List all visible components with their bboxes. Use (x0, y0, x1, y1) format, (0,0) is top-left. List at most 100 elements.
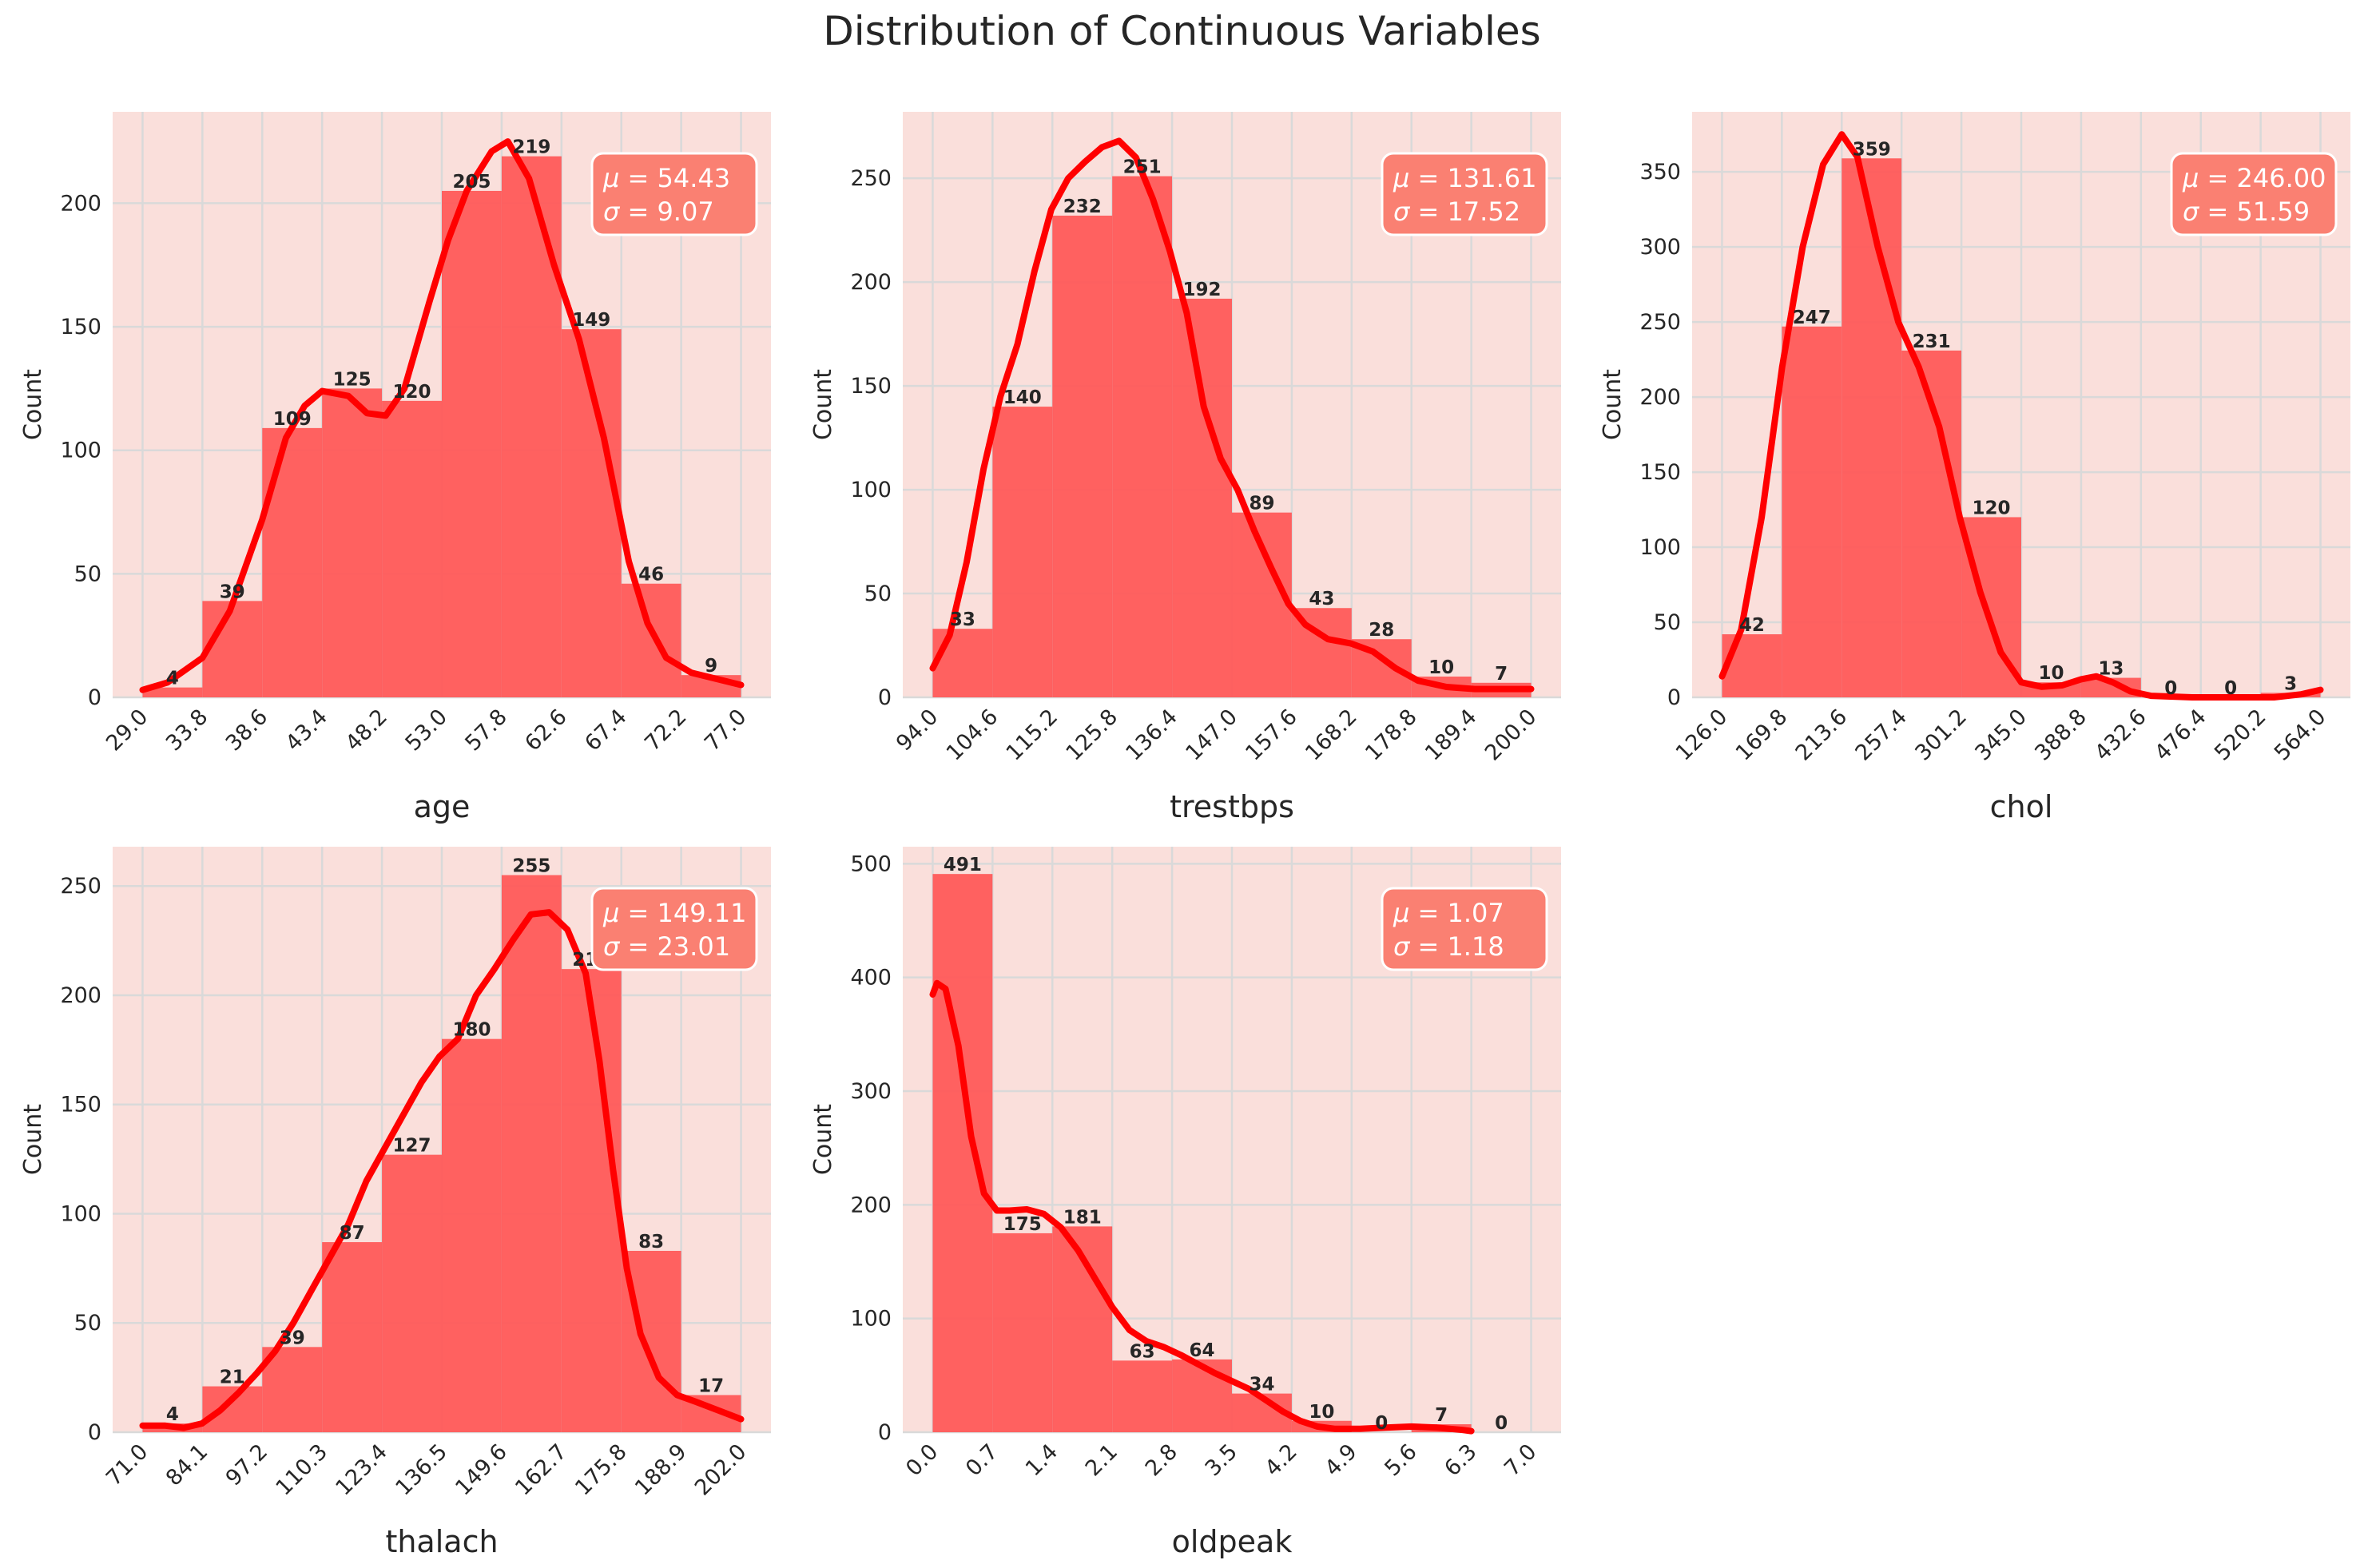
chart-trestbps-bar-label-1: 140 (1003, 387, 1042, 408)
chart-chol-ylabel: Count (1599, 369, 1627, 440)
chart-trestbps-bar-label-6: 43 (1309, 589, 1334, 609)
chart-oldpeak-bar-3 (1112, 1360, 1173, 1432)
chart-oldpeak-bar-0 (932, 874, 993, 1432)
chart-oldpeak-bar-label-1: 175 (1003, 1214, 1042, 1235)
chart-trestbps-ytick-1: 50 (864, 582, 892, 606)
chart-age-ytick-4: 200 (60, 191, 101, 216)
chart-chol-kde-line (1718, 131, 2324, 701)
chart-oldpeak-bar-label-0: 491 (944, 855, 982, 875)
chart-thalach-xtick-3: 110.3 (272, 1439, 333, 1501)
chart-age-bar-label-3: 125 (333, 369, 371, 390)
chart-thalach-ytick-1: 50 (74, 1311, 101, 1336)
chart-oldpeak-bar-label-4: 64 (1190, 1340, 1215, 1361)
chart-trestbps-bar-label-0: 33 (950, 609, 975, 630)
chart-chol-bar-0 (1722, 634, 1782, 697)
chart-age-xlabel: age (414, 789, 471, 824)
chart-trestbps-bar-label-7: 28 (1369, 620, 1394, 641)
chart-chol-bar-label-8: 0 (2224, 678, 2237, 699)
chart-thalach-bar-2 (262, 1347, 323, 1432)
chart-oldpeak-xtick-0: 0.0 (901, 1439, 943, 1481)
chart-oldpeak-ytick-5: 500 (850, 851, 892, 876)
chart-thalach-ytick-4: 200 (60, 983, 101, 1008)
chart-chol-bar-2 (1842, 158, 1902, 697)
chart-oldpeak-xtick-5: 3.5 (1201, 1439, 1242, 1481)
chart-chol-ytick-1: 50 (1654, 610, 1681, 635)
chart-chol-bar-1 (1782, 326, 1842, 697)
chart-oldpeak-ytick-0: 0 (878, 1420, 892, 1445)
chart-trestbps-bar-3 (1112, 176, 1173, 698)
chart-age-bar-0 (142, 687, 203, 697)
chart-chol-xtick-7: 432.6 (2090, 705, 2151, 766)
chart-thalach-bar-5 (442, 1038, 502, 1432)
chart-thalach-bar-label-0: 4 (166, 1404, 179, 1425)
chart-age-ylabel: Count (19, 369, 47, 440)
chart-age-stats-mean: μ = 54.43 (602, 163, 730, 193)
chart-age-kde-line (139, 138, 745, 693)
chart-chol-xtick-6: 388.8 (2030, 705, 2092, 766)
chart-oldpeak-bar-1 (992, 1233, 1053, 1432)
chart-trestbps-xtick-7: 168.2 (1301, 705, 1362, 766)
chart-oldpeak-ytick-4: 400 (850, 966, 892, 990)
chart-chol-ytick-6: 300 (1639, 235, 1681, 260)
chart-trestbps-ytick-0: 0 (878, 685, 892, 710)
chart-trestbps-bar-label-4: 192 (1183, 280, 1222, 300)
chart-age-xtick-8: 67.4 (580, 705, 631, 756)
chart-age-bar-2 (262, 427, 323, 697)
chart-oldpeak-bar-label-7: 0 (1375, 1413, 1388, 1434)
chart-age-bar-5 (442, 190, 502, 697)
chart-thalach-bar-label-2: 39 (280, 1328, 305, 1348)
chart-thalach-xtick-0: 71.0 (101, 1439, 153, 1491)
chart-age-xtick-1: 33.8 (161, 705, 213, 756)
chart-oldpeak-ylabel: Count (809, 1104, 837, 1175)
chart-trestbps-xtick-3: 125.8 (1062, 705, 1123, 766)
chart-chol-xtick-2: 213.6 (1791, 705, 1853, 766)
chart-thalach-xtick-4: 123.4 (331, 1439, 392, 1501)
chart-thalach-xtick-8: 175.8 (570, 1439, 632, 1501)
chart-oldpeak-kde-line (929, 979, 1475, 1435)
chart-oldpeak-bar-label-8: 7 (1435, 1405, 1448, 1426)
chart-age-xtick-3: 43.4 (281, 705, 332, 756)
chart-trestbps-xtick-1: 104.6 (942, 705, 1003, 766)
chart-oldpeak-xtick-2: 1.4 (1021, 1439, 1063, 1481)
chart-chol-xtick-4: 301.2 (1910, 705, 1972, 766)
chart-chol-xtick-1: 169.8 (1731, 705, 1793, 766)
chart-oldpeak-stats-std: σ = 1.18 (1393, 931, 1504, 962)
chart-chol-bar-label-3: 231 (1913, 331, 1951, 352)
chart-thalach-bar-4 (382, 1154, 442, 1432)
chart-chol-stats-std: σ = 51.59 (2183, 196, 2310, 227)
chart-thalach-ytick-5: 250 (60, 874, 101, 899)
chart-chol-ytick-0: 0 (1667, 685, 1681, 710)
chart-chol-bar-label-2: 359 (1853, 139, 1891, 160)
chart-age-bar-label-2: 109 (273, 409, 312, 430)
chart-trestbps-xtick-0: 94.0 (892, 705, 943, 756)
chart-chol: 42 247 359 231 120 10 13 0 0 3 0 50 100 150 200 250 300 3… (1599, 112, 2350, 824)
chart-thalach-bar-6 (501, 875, 562, 1432)
chart-trestbps-xtick-6: 157.6 (1241, 705, 1302, 766)
chart-oldpeak-ytick-2: 200 (850, 1193, 892, 1217)
chart-trestbps-xtick-10: 200.0 (1480, 705, 1542, 766)
chart-thalach-bar-label-5: 180 (452, 1020, 491, 1041)
chart-age-bar-label-5: 205 (452, 172, 491, 193)
chart-trestbps-stats-std: σ = 17.52 (1393, 196, 1520, 227)
chart-oldpeak-bar-label-5: 34 (1249, 1375, 1274, 1395)
chart-thalach-ytick-2: 100 (60, 1201, 101, 1226)
chart-chol-xtick-5: 345.0 (1970, 705, 2032, 766)
chart-oldpeak-xtick-8: 5.6 (1380, 1439, 1421, 1481)
chart-age-bar-label-4: 120 (393, 382, 431, 403)
chart-trestbps-stats-mean: μ = 131.61 (1393, 163, 1536, 193)
chart-trestbps-ytick-5: 250 (850, 166, 892, 191)
chart-chol-stats-mean: μ = 246.00 (2182, 163, 2326, 193)
chart-oldpeak-bar-4 (1172, 1359, 1232, 1432)
chart-oldpeak-bar-label-3: 63 (1130, 1341, 1155, 1362)
chart-trestbps-ytick-2: 100 (850, 478, 892, 502)
chart-oldpeak-xtick-3: 2.1 (1081, 1439, 1122, 1481)
chart-chol-xlabel: chol (1990, 789, 2053, 824)
chart-trestbps-bar-2 (1052, 215, 1113, 697)
chart-trestbps-xlabel: trestbps (1170, 789, 1294, 824)
chart-chol-ytick-4: 200 (1639, 385, 1681, 410)
chart-age-bar-label-6: 219 (512, 137, 550, 158)
chart-age-ytick-3: 150 (60, 315, 101, 339)
chart-thalach-bar-label-4: 127 (393, 1136, 431, 1157)
chart-oldpeak-xtick-9: 6.3 (1440, 1439, 1481, 1481)
